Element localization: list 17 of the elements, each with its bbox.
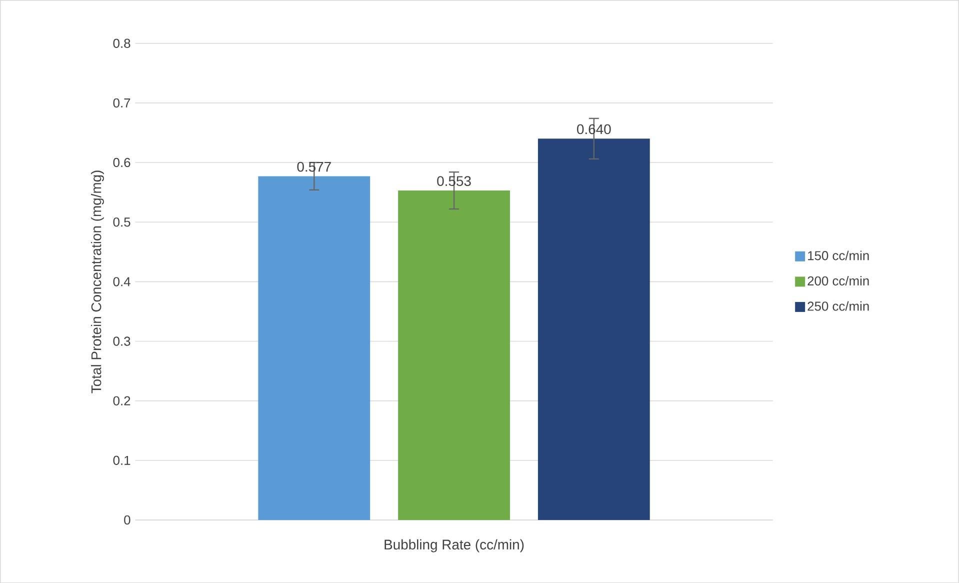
y-tick-label: 0	[124, 515, 130, 524]
legend-label: 200 cc/min	[808, 276, 869, 286]
x-axis-title: Bubbling Rate (cc/min)	[384, 539, 524, 552]
y-tick-label: 0.5	[113, 217, 130, 227]
y-tick-label: 0.6	[113, 158, 130, 167]
bar	[538, 138, 650, 520]
y-tick-label: 0.4	[113, 276, 130, 286]
legend-label: 250 cc/min	[808, 301, 869, 311]
y-tick-label: 0.1	[113, 456, 130, 465]
y-tick-label: 0.7	[113, 98, 130, 108]
y-tick-label: 0.3	[113, 336, 130, 346]
bar	[258, 176, 370, 520]
bar	[398, 190, 510, 520]
y-axis-title: Total Protein Concentration (mg/mg)	[90, 170, 104, 394]
legend-label: 150 cc/min	[808, 250, 869, 260]
y-tick-label: 0.2	[113, 396, 130, 406]
y-tick-label: 0.8	[113, 38, 130, 48]
